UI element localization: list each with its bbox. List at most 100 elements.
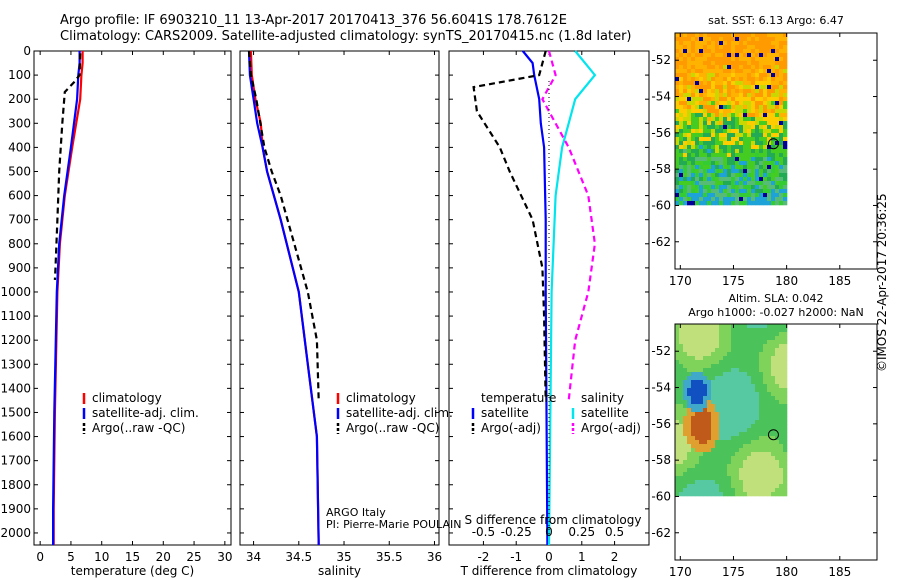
sla-map-cell	[751, 352, 756, 357]
sla-map-cell	[779, 344, 784, 349]
sla-map-cell	[719, 436, 724, 441]
sst-map-cell	[691, 129, 696, 134]
sla-map-cell	[779, 364, 784, 369]
sla-map-cell	[779, 340, 784, 345]
sst-map-cell	[739, 61, 744, 66]
sst-map-cell	[707, 189, 712, 194]
sla-map-cell	[735, 400, 740, 405]
sst-map-cell	[727, 161, 732, 166]
sst-map-cell	[699, 161, 704, 166]
sla-map-cell	[703, 444, 708, 449]
sst-map-cell	[675, 113, 680, 118]
sst-map-cell	[775, 53, 780, 58]
sla-map-cell	[727, 420, 732, 425]
sst-map-cell	[707, 41, 712, 46]
sst-map-cell	[719, 101, 724, 106]
sst-map-cell	[715, 73, 720, 78]
sla-map-cell	[707, 452, 712, 457]
sla-map-cell	[731, 376, 736, 381]
sla-map-cell	[727, 328, 732, 333]
sst-map-cell	[679, 161, 684, 166]
sst-map-cell	[763, 113, 768, 118]
sst-map-cell	[751, 153, 756, 158]
sst-map-cell	[771, 133, 776, 138]
sla-map-cell	[727, 428, 732, 433]
sst-map-cell	[687, 137, 692, 142]
sla-map-cell	[763, 384, 768, 389]
sst-map-cell	[735, 53, 740, 58]
sla-map-cell	[751, 328, 756, 333]
sst-map-cell	[763, 193, 768, 198]
sla-map-cell	[675, 336, 680, 341]
sst-map-cell	[755, 137, 760, 142]
sla-map-cell	[743, 472, 748, 477]
sla-map-cell	[763, 432, 768, 437]
sla-map-cell	[719, 368, 724, 373]
sst-map-cell	[723, 109, 728, 114]
sst-map-cell	[731, 121, 736, 126]
sla-map-cell	[723, 344, 728, 349]
sla-map-cell	[679, 460, 684, 465]
sla-map-cell	[747, 400, 752, 405]
sst-map-cell	[755, 33, 760, 38]
sst-map-cell	[687, 153, 692, 158]
sla-map-cell	[743, 328, 748, 333]
sla-map-cell	[691, 344, 696, 349]
sst-map-cell	[711, 117, 716, 122]
sst-map-cell	[679, 125, 684, 130]
sla-map-cell	[743, 348, 748, 353]
sla-map-cell	[755, 348, 760, 353]
sst-map-cell	[755, 53, 760, 58]
sst-map-cell	[727, 197, 732, 202]
sla-map-cell	[707, 384, 712, 389]
sla-map-cell	[711, 360, 716, 365]
sla-map-cell	[715, 344, 720, 349]
sst-map-cell	[783, 117, 788, 122]
sst-map-cell	[747, 37, 752, 42]
sst-map-cell	[743, 181, 748, 186]
sla-map-cell	[783, 456, 788, 461]
sla-map-cell	[763, 416, 768, 421]
sst-map-cell	[711, 77, 716, 82]
sla-map-cell	[707, 436, 712, 441]
sst-map-cell	[687, 109, 692, 114]
sla-map-cell	[779, 420, 784, 425]
sst-map-cell	[675, 61, 680, 66]
sla-map-cell	[699, 364, 704, 369]
sst-map-cell	[755, 161, 760, 166]
argo-location-marker	[767, 138, 779, 150]
sla-map-cell	[727, 448, 732, 453]
sla-map-cell	[707, 340, 712, 345]
sla-map-cell	[683, 348, 688, 353]
sla-map-cell	[767, 428, 772, 433]
sla-map-cell	[739, 392, 744, 397]
sla-map-cell	[735, 488, 740, 493]
sla-map-cell	[731, 340, 736, 345]
sst-map-cell	[699, 145, 704, 150]
sst-map-cell	[759, 65, 764, 70]
sst-map-cell	[775, 89, 780, 94]
sla-map-cell	[767, 364, 772, 369]
sla-map-cell	[759, 480, 764, 485]
sst-map-cell	[755, 93, 760, 98]
sst-map-cell	[751, 69, 756, 74]
sla-map-cell	[675, 492, 680, 497]
temperature-frame	[33, 50, 232, 546]
sla-map-cell	[675, 436, 680, 441]
sla-map-cell	[775, 392, 780, 397]
sst-map-cell	[675, 189, 680, 194]
sla-map-cell	[783, 396, 788, 401]
sst-map-cell	[691, 85, 696, 90]
sla-map-cell	[783, 476, 788, 481]
sst-map-cell	[711, 53, 716, 58]
sla-map-cell	[751, 452, 756, 457]
sst-map-cell	[747, 117, 752, 122]
sla-map-cell	[763, 456, 768, 461]
sla-map-cell	[755, 484, 760, 489]
sla-map-cell	[767, 332, 772, 337]
sla-map-cell	[735, 416, 740, 421]
sla-map-cell	[763, 372, 768, 377]
sla-map-cell	[715, 384, 720, 389]
sst-map-cell	[755, 65, 760, 70]
